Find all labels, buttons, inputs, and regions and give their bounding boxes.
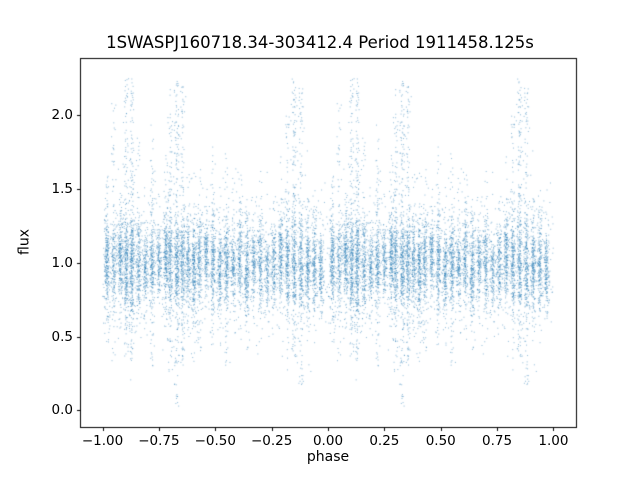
chart-title: 1SWASPJ160718.34-303412.4 Period 1911458… — [106, 33, 534, 52]
y-tick-label: 2.0 — [51, 107, 73, 124]
x-tick-label: 0.00 — [312, 433, 344, 449]
x-tick-label: −1.00 — [81, 433, 124, 449]
y-tick-label: 0.0 — [51, 402, 73, 419]
x-tick-label: 0.25 — [369, 433, 400, 449]
y-tick-label: 1.5 — [51, 181, 73, 198]
x-tick-label: −0.25 — [250, 433, 293, 449]
y-axis-label: flux — [16, 229, 33, 255]
y-tick-label: 0.5 — [51, 328, 73, 345]
x-tick-label: −0.75 — [138, 433, 180, 449]
x-axis-label: phase — [306, 449, 350, 465]
x-tick-label: 0.75 — [482, 433, 513, 449]
x-tick-label: −0.50 — [194, 433, 236, 449]
x-tick-label: 0.50 — [425, 433, 456, 449]
x-tick-label: 1.00 — [538, 433, 569, 449]
y-tick-label: 1.0 — [51, 254, 73, 271]
